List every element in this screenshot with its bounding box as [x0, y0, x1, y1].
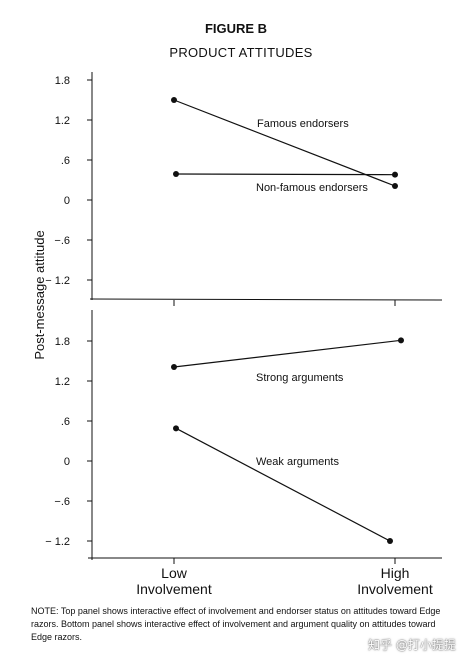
series-label: Famous endorsers: [257, 118, 349, 130]
data-point: [398, 337, 404, 344]
data-point: [392, 171, 398, 178]
x-category-label: Involvement: [136, 581, 212, 597]
series-label: Non-famous endorsers: [256, 182, 368, 194]
series-line: [173, 339, 402, 368]
data-point: [171, 97, 177, 103]
series-line: [173, 99, 396, 187]
figure-title: PRODUCT ATTITUDES: [169, 45, 312, 60]
x-category-label: Low: [161, 565, 188, 581]
series-line: [175, 173, 396, 176]
data-point: [387, 538, 393, 544]
data-point: [173, 425, 179, 432]
y-tick-label: 1.8: [55, 75, 70, 87]
data-point: [173, 171, 179, 177]
y-tick-label: − 1.2: [45, 536, 70, 548]
plot-layer: 1.8 1.2 .6 0 −.6 − 1.2 Famous endorsers Non-fam…: [45, 75, 433, 597]
y-axis-label: Post-message attitude: [32, 230, 47, 359]
y-tick-label: 1.2: [55, 376, 70, 388]
y-tick-label: 1.8: [55, 336, 70, 348]
y-tick-label: 1.2: [55, 115, 70, 127]
y-tick-label: 0: [64, 195, 70, 207]
series-line: [175, 427, 391, 542]
watermark-text: 知乎 @打小提提: [368, 638, 456, 652]
data-point: [392, 183, 398, 189]
figure-note: NOTE: Top panel shows interactive effect…: [31, 606, 441, 643]
panel-divider-axis: [89, 298, 443, 301]
series-label: Strong arguments: [256, 372, 344, 384]
y-tick-label: −.6: [54, 496, 70, 508]
x-category-label: High: [381, 565, 410, 581]
y-tick-label: .6: [61, 155, 70, 167]
series-label: Weak arguments: [256, 456, 339, 468]
figure-label: FIGURE B: [205, 21, 267, 36]
y-tick-label: − 1.2: [45, 275, 70, 287]
x-category-label: Involvement: [357, 581, 433, 597]
y-tick-label: −.6: [54, 235, 70, 247]
y-tick-label: .6: [61, 416, 70, 428]
y-tick-label: 0: [64, 456, 70, 468]
data-point: [171, 364, 177, 370]
